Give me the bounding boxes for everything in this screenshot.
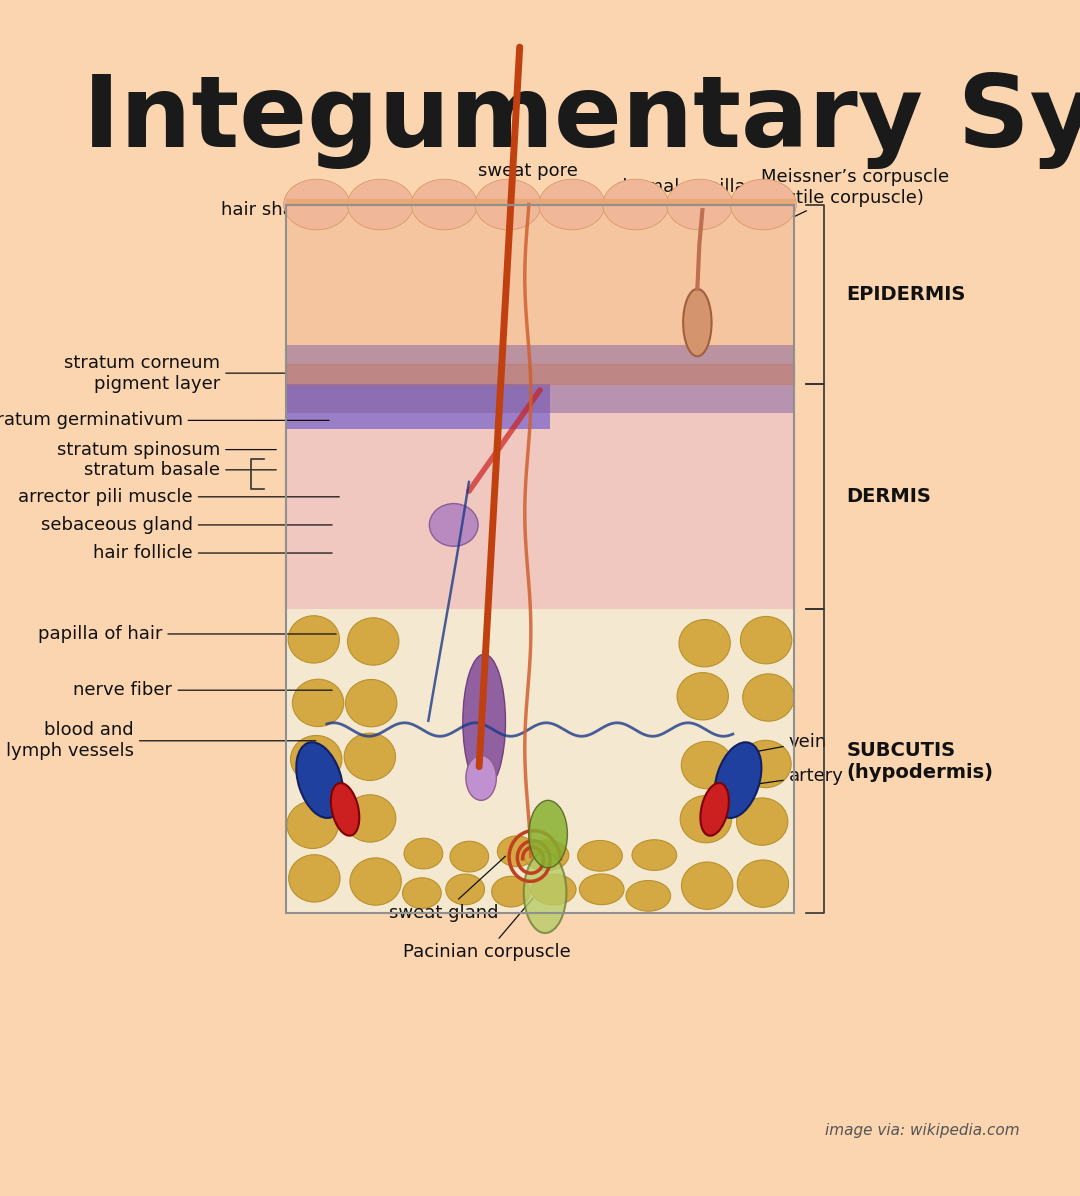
Ellipse shape xyxy=(603,179,669,230)
Ellipse shape xyxy=(701,783,729,836)
Text: artery: artery xyxy=(724,767,843,788)
Text: stratum germinativum: stratum germinativum xyxy=(0,411,329,429)
Text: Pacinian corpuscle: Pacinian corpuscle xyxy=(403,898,571,962)
Ellipse shape xyxy=(288,616,339,663)
Ellipse shape xyxy=(348,618,399,665)
Ellipse shape xyxy=(738,860,788,908)
Text: sebaceous gland: sebaceous gland xyxy=(41,515,333,533)
Text: papilla of hair: papilla of hair xyxy=(38,626,336,643)
Text: SUBCUTIS
(hypodermis): SUBCUTIS (hypodermis) xyxy=(847,740,994,781)
Ellipse shape xyxy=(284,179,350,230)
Text: image via: wikipedia.com: image via: wikipedia.com xyxy=(824,1123,1020,1137)
Ellipse shape xyxy=(529,800,567,868)
Text: sweat pore: sweat pore xyxy=(477,161,578,210)
Ellipse shape xyxy=(679,620,730,667)
Ellipse shape xyxy=(346,679,396,727)
Text: blood and
lymph vessels: blood and lymph vessels xyxy=(5,721,316,761)
Ellipse shape xyxy=(715,743,761,818)
Ellipse shape xyxy=(741,616,792,664)
Ellipse shape xyxy=(450,841,488,872)
Ellipse shape xyxy=(680,795,731,843)
Ellipse shape xyxy=(491,877,530,907)
Ellipse shape xyxy=(539,179,605,230)
Text: DERMIS: DERMIS xyxy=(847,487,931,506)
Ellipse shape xyxy=(403,878,442,909)
Ellipse shape xyxy=(430,504,478,547)
Text: hair follicle: hair follicle xyxy=(93,544,333,562)
Ellipse shape xyxy=(578,841,622,871)
Text: EPIDERMIS: EPIDERMIS xyxy=(847,285,966,304)
Ellipse shape xyxy=(632,840,677,871)
Ellipse shape xyxy=(524,840,569,871)
Ellipse shape xyxy=(330,783,360,836)
Text: arrector pili muscle: arrector pili muscle xyxy=(18,488,339,506)
Ellipse shape xyxy=(348,179,414,230)
Ellipse shape xyxy=(404,838,443,869)
Ellipse shape xyxy=(463,654,505,789)
Text: nerve fiber: nerve fiber xyxy=(73,682,333,700)
FancyBboxPatch shape xyxy=(286,609,794,913)
Ellipse shape xyxy=(411,179,477,230)
Ellipse shape xyxy=(740,740,792,788)
Ellipse shape xyxy=(666,179,732,230)
Ellipse shape xyxy=(524,852,566,933)
Ellipse shape xyxy=(677,672,728,720)
Text: Integumentary System: Integumentary System xyxy=(83,72,1080,169)
Ellipse shape xyxy=(475,179,541,230)
Text: stratum spinosum: stratum spinosum xyxy=(57,440,276,458)
Text: Meissner’s corpuscle
(tactile corpuscle): Meissner’s corpuscle (tactile corpuscle) xyxy=(692,167,949,266)
Ellipse shape xyxy=(293,679,343,726)
Text: dermal papilla: dermal papilla xyxy=(598,177,746,231)
Ellipse shape xyxy=(681,742,732,789)
Ellipse shape xyxy=(684,289,712,356)
Ellipse shape xyxy=(531,874,576,905)
FancyBboxPatch shape xyxy=(286,205,794,384)
Ellipse shape xyxy=(730,179,796,230)
Ellipse shape xyxy=(498,836,536,867)
FancyBboxPatch shape xyxy=(286,346,794,413)
Ellipse shape xyxy=(291,736,342,783)
Text: vein: vein xyxy=(739,733,827,755)
Text: sweat gland: sweat gland xyxy=(389,856,505,922)
Ellipse shape xyxy=(345,795,396,842)
Text: stratum corneum
pigment layer: stratum corneum pigment layer xyxy=(64,354,350,392)
Ellipse shape xyxy=(287,801,338,848)
Ellipse shape xyxy=(296,743,343,818)
Ellipse shape xyxy=(743,673,794,721)
FancyBboxPatch shape xyxy=(286,384,794,609)
Ellipse shape xyxy=(350,858,402,905)
Ellipse shape xyxy=(446,874,485,905)
FancyBboxPatch shape xyxy=(286,271,550,429)
Ellipse shape xyxy=(579,874,624,904)
Ellipse shape xyxy=(288,855,340,902)
Ellipse shape xyxy=(465,756,497,800)
Ellipse shape xyxy=(626,880,671,911)
Ellipse shape xyxy=(737,798,787,846)
Ellipse shape xyxy=(681,862,733,909)
Ellipse shape xyxy=(345,733,395,781)
Text: hair shaft: hair shaft xyxy=(221,201,420,219)
Text: stratum basale: stratum basale xyxy=(84,460,276,478)
